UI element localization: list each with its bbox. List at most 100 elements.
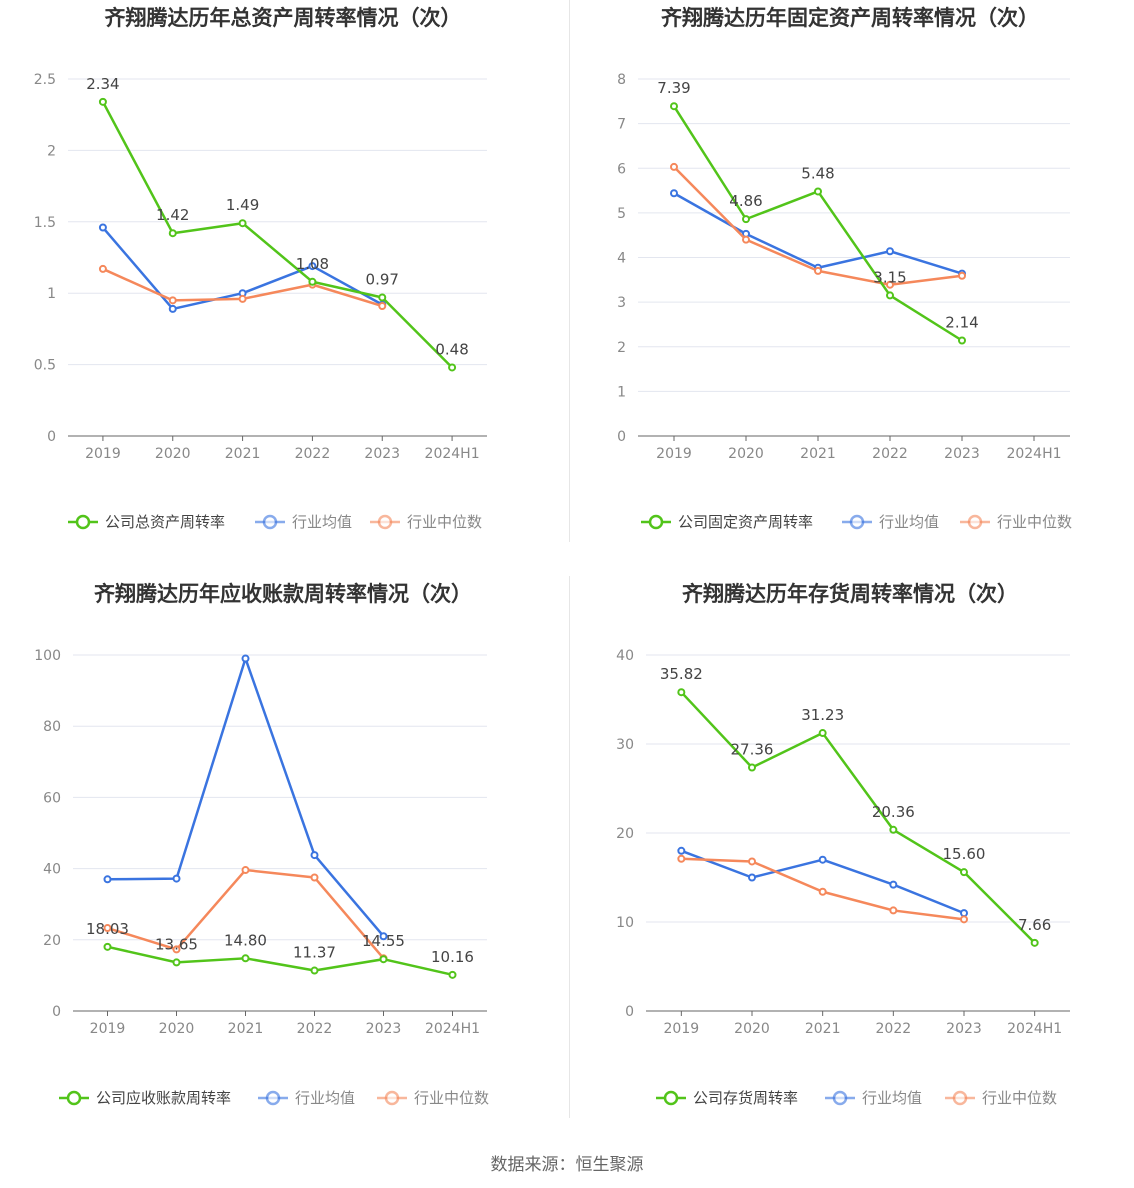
legend-item-avg: 行业均值: [842, 513, 939, 531]
y-tick-label: 80: [43, 719, 61, 735]
data-label: 15.60: [943, 845, 986, 863]
y-tick-label: 0: [47, 429, 56, 445]
y-tick-label: 60: [43, 790, 61, 806]
x-tick-label: 2024H1: [425, 1021, 480, 1037]
data-point-median: [238, 294, 247, 303]
data-point-avg: [241, 654, 250, 663]
x-tick-label: 2022: [876, 1021, 912, 1037]
y-tick-label: 8: [617, 72, 626, 88]
y-tick-label: 10: [616, 915, 634, 931]
data-point-company: [889, 825, 898, 834]
x-tick-label: 2019: [90, 1021, 126, 1037]
series-line-company: [672, 105, 963, 342]
data-point-median: [814, 266, 822, 275]
x-tick-label: 2023: [366, 1021, 402, 1037]
data-label: 10.16: [431, 948, 474, 966]
y-tick-label: 0: [617, 429, 626, 445]
data-label: 2.14: [945, 314, 978, 332]
data-source: 数据来源：恒生聚源: [490, 1155, 644, 1175]
divider-bottom: [569, 576, 570, 1118]
data-point-avg: [677, 846, 686, 855]
data-point-median: [748, 857, 756, 866]
chart-svg: 齐翔腾达历年存货周转率情况（次） 0 10 20 30 40 2019 2020 2021 202…: [616, 582, 1070, 1107]
data-point-median: [378, 302, 387, 311]
chart-title: 齐翔腾达历年应收账款周转率情况（次）: [94, 582, 472, 606]
legend-label: 行业中位数: [982, 1089, 1057, 1107]
legend-marker: [952, 1090, 968, 1106]
data-point-company: [677, 688, 686, 697]
x-tick-label: 2019: [656, 446, 692, 462]
x-tick-label: 2023: [944, 446, 980, 462]
data-label: 5.48: [801, 164, 834, 182]
data-point-company: [748, 763, 756, 772]
y-tick-label: 40: [616, 648, 634, 664]
data-point-company: [308, 277, 317, 286]
chart-svg: 齐翔腾达历年总资产周转率情况（次） 0 0.5 1 1.5 2 2.5 2019 2020 202…: [34, 6, 487, 531]
data-label: 1.42: [156, 206, 189, 224]
data-point-avg: [670, 189, 678, 198]
data-point-avg: [103, 875, 112, 884]
x-tick-label: 2023: [946, 1021, 982, 1037]
legend-label: 公司总资产周转率: [105, 513, 225, 531]
x-tick-label: 2022: [295, 446, 331, 462]
legend-label: 行业均值: [295, 1089, 355, 1107]
legend-item-avg: 行业均值: [258, 1089, 355, 1107]
legend-label: 公司存货周转率: [693, 1089, 798, 1107]
data-point-median: [168, 296, 177, 305]
data-point-company: [742, 215, 750, 224]
y-tick-label: 1.5: [34, 215, 56, 231]
data-point-median: [241, 866, 250, 875]
y-tick-label: 0: [52, 1004, 61, 1020]
data-point-company: [958, 336, 966, 345]
data-point-company: [168, 229, 177, 238]
chart-inventory-turnover: 齐翔腾达历年存货周转率情况（次） 0 10 20 30 40 2019 2020 2021 202…: [567, 576, 1134, 1152]
chart-title: 齐翔腾达历年存货周转率情况（次）: [682, 582, 1018, 606]
y-tick-label: 30: [616, 737, 634, 753]
y-tick-label: 6: [617, 161, 626, 177]
data-point-avg: [960, 909, 968, 918]
chart-svg: 齐翔腾达历年应收账款周转率情况（次） 0 20 40 60 80 100 2019 2020 20…: [34, 582, 489, 1107]
data-label: 4.86: [729, 192, 762, 210]
legend-marker: [66, 1090, 82, 1106]
y-tick-label: 3: [617, 295, 626, 311]
data-label: 14.55: [362, 932, 405, 950]
legend-item-median: 行业中位数: [370, 513, 482, 531]
data-point-company: [241, 954, 250, 963]
data-point-median: [818, 887, 827, 896]
legend-label: 公司应收账款周转率: [96, 1089, 231, 1107]
data-point-median: [310, 873, 319, 882]
legend-marker: [967, 514, 983, 530]
data-point-company: [448, 970, 457, 979]
data-point-avg: [172, 874, 181, 883]
data-label: 14.80: [224, 931, 267, 949]
data-point-company: [172, 958, 181, 967]
legend-marker: [384, 1090, 400, 1106]
legend-item-avg: 行业均值: [255, 513, 352, 531]
data-label: 13.65: [155, 935, 198, 953]
data-point-avg: [310, 851, 319, 860]
divider-top: [569, 0, 570, 542]
x-tick-label: 2021: [805, 1021, 841, 1037]
y-tick-label: 20: [616, 826, 634, 842]
data-label: 2.34: [86, 75, 119, 93]
data-point-company: [818, 729, 827, 738]
legend-item-median: 行业中位数: [377, 1089, 489, 1107]
data-point-company: [814, 187, 822, 196]
data-label: 0.48: [435, 340, 468, 358]
y-tick-label: 7: [617, 117, 626, 133]
chart-title: 齐翔腾达历年固定资产周转率情况（次）: [661, 6, 1039, 30]
data-label: 31.23: [801, 706, 844, 724]
legend-marker: [832, 1090, 848, 1106]
legend-label: 公司固定资产周转率: [678, 513, 813, 531]
data-point-company: [378, 293, 387, 302]
legend-item-company: 公司应收账款周转率: [59, 1089, 231, 1107]
x-tick-label: 2021: [228, 1021, 264, 1037]
data-label: 20.36: [872, 803, 915, 821]
chart-fixed-asset-turnover: 齐翔腾达历年固定资产周转率情况（次） 0 1 2 3 4 5 6 7 8 2019 2020 2021 2…: [567, 0, 1134, 576]
y-tick-label: 2: [47, 143, 56, 159]
y-tick-label: 4: [617, 251, 626, 267]
data-point-avg: [886, 247, 894, 256]
data-label: 0.97: [366, 270, 399, 288]
data-point-avg: [748, 873, 756, 882]
data-label: 7.66: [1018, 916, 1051, 934]
